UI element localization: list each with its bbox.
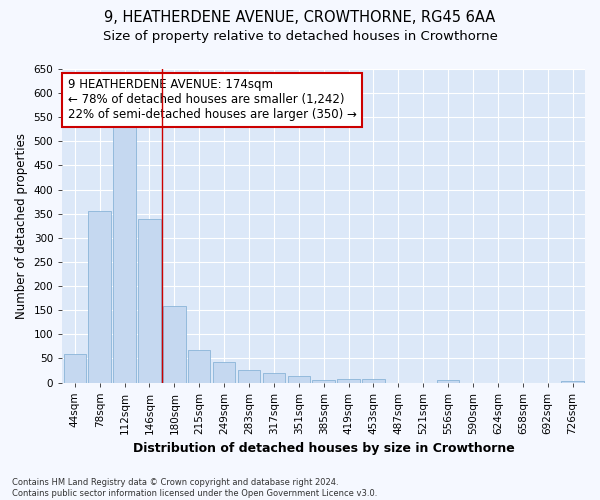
Y-axis label: Number of detached properties: Number of detached properties: [15, 133, 28, 319]
Bar: [562, 381, 584, 382]
Text: Size of property relative to detached houses in Crowthorne: Size of property relative to detached ho…: [103, 30, 497, 43]
Bar: [163, 306, 185, 382]
Bar: [287, 376, 310, 382]
Bar: [213, 362, 235, 382]
Bar: [337, 379, 360, 382]
X-axis label: Distribution of detached houses by size in Crowthorne: Distribution of detached houses by size …: [133, 442, 515, 455]
Bar: [362, 378, 385, 382]
Bar: [113, 122, 136, 382]
Text: 9 HEATHERDENE AVENUE: 174sqm
← 78% of detached houses are smaller (1,242)
22% of: 9 HEATHERDENE AVENUE: 174sqm ← 78% of de…: [68, 78, 356, 122]
Bar: [64, 354, 86, 382]
Bar: [188, 350, 211, 382]
Bar: [238, 370, 260, 382]
Bar: [437, 380, 460, 382]
Text: Contains HM Land Registry data © Crown copyright and database right 2024.
Contai: Contains HM Land Registry data © Crown c…: [12, 478, 377, 498]
Bar: [313, 380, 335, 382]
Bar: [138, 220, 161, 382]
Text: 9, HEATHERDENE AVENUE, CROWTHORNE, RG45 6AA: 9, HEATHERDENE AVENUE, CROWTHORNE, RG45 …: [104, 10, 496, 25]
Bar: [88, 212, 111, 382]
Bar: [263, 373, 285, 382]
